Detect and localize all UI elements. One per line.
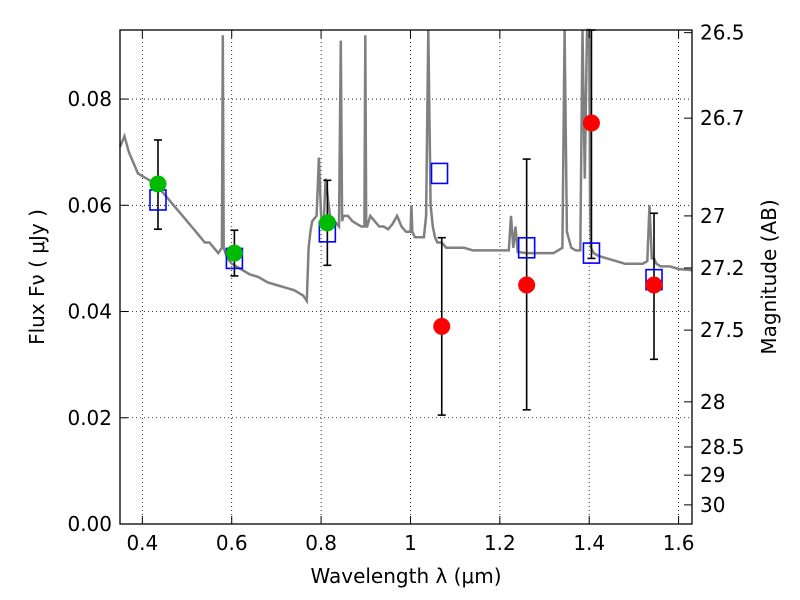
y-axis-title: Flux Fν ( μJy ) xyxy=(25,209,49,345)
detection-point xyxy=(149,175,167,193)
y-tick-label: 0.02 xyxy=(67,406,112,430)
x-tick-label: 1.2 xyxy=(484,531,516,555)
limit-point xyxy=(433,317,451,335)
limit-point xyxy=(518,276,536,294)
detection-point xyxy=(225,244,243,262)
limit-point xyxy=(582,114,600,132)
x-tick-label: 0.4 xyxy=(126,531,158,555)
detection-point xyxy=(318,214,336,232)
y-tick-label: 0.00 xyxy=(67,512,112,536)
x-tick-label: 1 xyxy=(404,531,417,555)
y-tick-label: 0.06 xyxy=(67,193,112,217)
mag-tick-label: 29 xyxy=(700,463,725,487)
grid xyxy=(120,30,692,525)
limit-point xyxy=(645,276,663,294)
y-tick-label: 0.04 xyxy=(67,300,112,324)
mag-tick-label: 27.5 xyxy=(700,318,745,342)
mag-tick-label: 28.5 xyxy=(700,435,745,459)
model-point xyxy=(430,162,449,185)
mag-tick-label: 27.2 xyxy=(700,256,745,280)
x-tick-label: 1.4 xyxy=(573,531,605,555)
mag-tick-label: 30 xyxy=(700,493,725,517)
plot-frame xyxy=(119,29,693,525)
mag-tick-label: 28 xyxy=(700,390,725,414)
x-tick-label: 0.8 xyxy=(305,531,337,555)
model-point xyxy=(582,242,601,264)
model-spectrum-line xyxy=(118,28,693,305)
x-tick-label: 1.6 xyxy=(663,531,695,555)
mag-tick-label: 26.7 xyxy=(700,106,745,130)
mag-tick-label: 26.5 xyxy=(700,21,745,45)
mag-axis-ticks: 26.5 26.7 27 27.2 27.5 28 28.5 29 30 xyxy=(684,21,745,517)
model-spectrum xyxy=(118,28,693,305)
x-axis-title: Wavelength λ (μm) xyxy=(310,564,501,588)
y-tick-label: 0.08 xyxy=(67,87,112,111)
mag-tick-label: 27 xyxy=(700,204,725,228)
y-axis-ticks: 0.00 0.02 0.04 0.06 0.08 xyxy=(67,87,128,536)
mag-axis-title: Magnitude (AB) xyxy=(757,199,781,354)
model-point xyxy=(517,236,536,259)
x-axis-ticks: 0.4 0.6 0.8 1 1.2 1.4 1.6 xyxy=(126,30,695,555)
data-markers xyxy=(149,114,663,335)
x-tick-label: 0.6 xyxy=(216,531,248,555)
